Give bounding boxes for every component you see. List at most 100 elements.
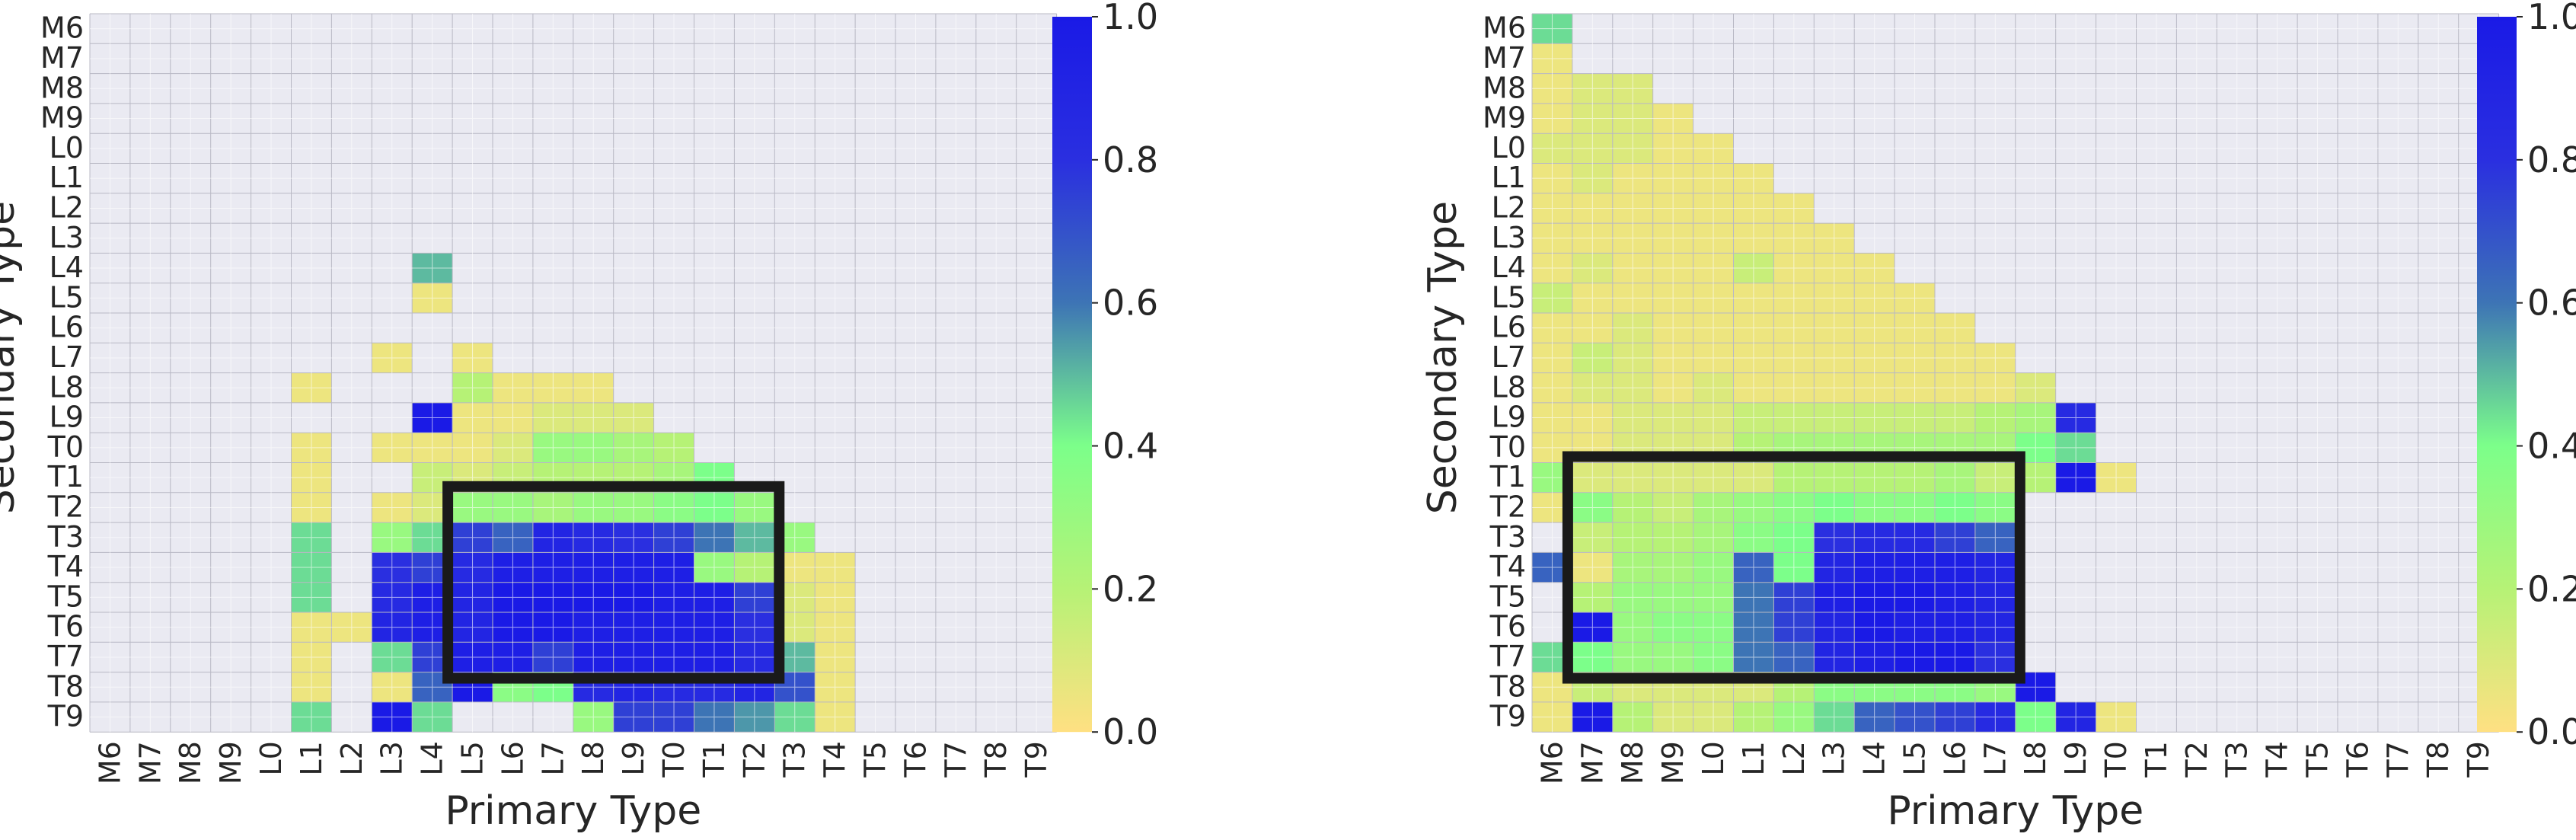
x-tick-label: T6: [899, 741, 932, 778]
x-tick-label: L0: [1697, 741, 1730, 775]
heatmap-svg-1: M6M7M8M9L0L1L2L3L4L5L6L7L8L9T0T1T2T3T4T5…: [1420, 0, 2576, 834]
y-tick-label: L3: [49, 221, 84, 254]
x-tick-label: L2: [1777, 741, 1811, 775]
highlight-box: [442, 481, 785, 684]
colorbar-tick-label: 0.6: [2527, 283, 2576, 324]
x-tick-label: T5: [2301, 741, 2335, 778]
x-tick-label: L6: [496, 741, 529, 775]
y-tick-label: L7: [1492, 340, 1526, 374]
y-tick-label: L2: [1492, 190, 1526, 224]
y-tick-labels: M6M7M8M9L0L1L2L3L4L5L6L7L8L9T0T1T2T3T4T5…: [40, 11, 84, 733]
heatmap-right-panel: M6 M7 M8 M9 L0 L1 L2 L3 L4 L5 L6 L7 L8 L9 T0 T1 T2 T3 T4 T5…: [1288, 0, 2576, 840]
colorbar-tick-label: 0.0: [2527, 711, 2576, 752]
y-tick-label: T8: [1489, 669, 1526, 703]
y-tick-label: L8: [1492, 370, 1526, 404]
x-tick-label: T4: [819, 741, 852, 778]
y-tick-label: L2: [49, 190, 84, 224]
x-tick-label: L1: [1737, 741, 1770, 775]
x-tick-label: L8: [576, 741, 610, 775]
colorbar-tick-label: 1.0: [1103, 0, 1158, 37]
colorbar: [1052, 17, 1092, 733]
x-tick-labels: M6 M7 M8 M9 L0 L1 L2 L3 L4 L5 L6 L7 L8 L9 T0 T1 T2 T3 T4 T5…: [93, 741, 1053, 784]
y-tick-label: T7: [1489, 640, 1526, 673]
y-tick-label: T6: [47, 610, 84, 644]
x-tick-labels: M6 M7 M8 M9 L0 L1 L2 L3 L4 L5 L6 L7 L8 L9 T0 T1 T2 T3 T4 T5…: [1535, 741, 2495, 784]
colorbar: [2477, 17, 2517, 733]
y-tick-label: T4: [47, 550, 84, 583]
y-tick-label: M7: [1483, 41, 1526, 75]
x-tick-label: L4: [416, 741, 449, 775]
x-tick-label: L2: [335, 741, 369, 775]
y-tick-label: L8: [49, 370, 84, 404]
colorbar-tick-label: 0.6: [1103, 283, 1158, 324]
y-tick-label: L9: [1492, 401, 1526, 434]
x-tick-label: T0: [657, 741, 691, 778]
highlight-box: [1562, 451, 2025, 684]
y-tick-label: T0: [1489, 430, 1526, 464]
y-tick-label: T2: [1489, 490, 1526, 523]
y-tick-label: L0: [1492, 131, 1526, 164]
x-tick-label: L4: [1858, 741, 1891, 775]
x-tick-label: M9: [1656, 741, 1690, 784]
x-tick-label: M6: [1535, 741, 1569, 784]
y-tick-label: L5: [49, 280, 84, 314]
x-tick-label: T0: [2099, 741, 2133, 778]
y-axis-label: Secondary Type: [0, 201, 24, 514]
y-tick-label: M6: [1483, 11, 1526, 45]
x-tick-label: M7: [133, 741, 167, 784]
colorbar-tick-label: 1.0: [2527, 0, 2576, 37]
y-tick-label: L9: [49, 401, 84, 434]
x-tick-label: M9: [214, 741, 247, 784]
y-tick-label: L5: [1492, 280, 1526, 314]
y-tick-label: T0: [47, 430, 84, 464]
x-tick-label: L5: [456, 741, 490, 775]
y-tick-label: M6: [40, 11, 84, 45]
y-tick-label: T5: [47, 580, 84, 613]
y-axis-label: Secondary Type: [1420, 201, 1466, 514]
x-tick-label: T6: [2341, 741, 2374, 778]
y-tick-label: L4: [49, 251, 84, 284]
y-tick-label: T9: [47, 700, 84, 733]
x-tick-label: T1: [2140, 741, 2173, 778]
y-tick-label: T4: [1489, 550, 1526, 583]
y-tick-label: L3: [1492, 221, 1526, 254]
x-tick-label: T3: [2220, 741, 2254, 778]
y-tick-label: L7: [49, 340, 84, 374]
x-tick-label: T7: [939, 741, 972, 778]
x-tick-label: L9: [617, 741, 650, 775]
heatmap-svg-0: M6M7M8M9L0L1L2L3L4L5L6L7L8L9T0T1T2T3T4T5…: [0, 0, 1158, 834]
colorbar-tick-label: 0.4: [2527, 426, 2576, 467]
x-tick-label: L3: [1818, 741, 1851, 775]
y-tick-label: L1: [1492, 161, 1526, 194]
x-tick-label: L3: [375, 741, 409, 775]
y-tick-label: L1: [49, 161, 84, 194]
x-tick-label: L0: [254, 741, 288, 775]
y-tick-label: M9: [40, 101, 84, 135]
y-tick-label: T3: [47, 520, 84, 554]
y-tick-labels: M6M7M8M9L0L1L2L3L4L5L6L7L8L9T0T1T2T3T4T5…: [1483, 11, 1526, 733]
colorbar-tick-label: 0.0: [1103, 711, 1158, 752]
colorbar-ticks: 0.0 0.2 0.4 0.6 0.8 1.0: [1092, 0, 1158, 752]
grid-lines: [1531, 13, 2500, 733]
y-tick-label: T3: [1489, 520, 1526, 554]
x-tick-label: T5: [859, 741, 892, 778]
colorbar-tick-label: 0.4: [1103, 426, 1158, 467]
y-tick-label: T5: [1489, 580, 1526, 613]
heatmap-left-panel: M6 M7 M8 M9 L0 L1 L2 L3 L4 L5 L6 L7 L8 L9 T0 T1 T2 T3 T4 T5…: [0, 0, 1158, 834]
x-tick-label: L6: [1938, 741, 1971, 775]
x-tick-label: M8: [174, 741, 207, 784]
y-tick-label: M8: [1483, 71, 1526, 104]
x-tick-label: L7: [536, 741, 570, 775]
y-tick-label: L0: [49, 131, 84, 164]
x-tick-label: T2: [738, 741, 771, 778]
y-tick-label: M8: [40, 71, 84, 104]
y-tick-label: L6: [49, 311, 84, 344]
x-tick-label: L9: [2059, 741, 2092, 775]
colorbar-tick-label: 0.8: [1103, 139, 1158, 180]
y-tick-label: T6: [1489, 610, 1526, 644]
x-tick-label: L1: [295, 741, 328, 775]
y-tick-label: T1: [47, 460, 84, 493]
y-tick-label: T9: [1489, 700, 1526, 733]
x-axis-label: Primary Type: [445, 788, 701, 834]
x-tick-label: M7: [1575, 741, 1609, 784]
